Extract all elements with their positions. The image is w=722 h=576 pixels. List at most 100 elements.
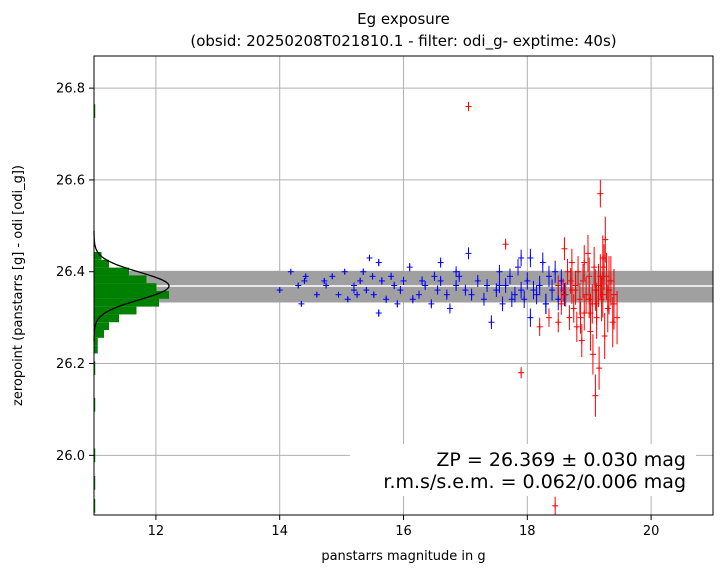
rejected-star-point — [567, 268, 574, 294]
rejected-star-point — [610, 278, 617, 330]
rejected-star-point — [606, 256, 613, 306]
x-axis-label: panstarrs magnitude in g — [321, 549, 485, 564]
histogram-layer — [94, 104, 169, 513]
used-star-point — [383, 295, 390, 303]
y-tick-label: 26.8 — [56, 82, 85, 97]
used-star-point — [496, 264, 503, 279]
used-star-point — [474, 274, 481, 287]
used-star-point — [453, 266, 460, 278]
zeropoint-label-background — [350, 444, 696, 496]
used-star-point — [468, 288, 475, 301]
rejected-star-point — [465, 101, 472, 112]
used-star-point — [443, 289, 450, 300]
rejected-star-point — [518, 367, 525, 379]
x-tick-label: 20 — [643, 524, 660, 539]
histogram-bar — [94, 283, 157, 292]
y-tick-label: 26.2 — [56, 357, 85, 372]
rejected-star-point — [593, 282, 600, 325]
used-star-point — [406, 263, 413, 272]
histogram-bar — [94, 345, 98, 354]
rejected-star-point — [555, 275, 562, 296]
rejected-star-point — [568, 248, 575, 277]
rejected-star-point — [568, 276, 575, 304]
x-tick-label: 16 — [395, 524, 412, 539]
used-star-point — [530, 280, 537, 300]
used-star-point — [391, 281, 398, 290]
used-star-point — [521, 290, 528, 308]
used-star-point — [437, 257, 444, 268]
rejected-star-point — [560, 278, 567, 302]
used-star-point — [302, 273, 309, 280]
histogram-bar — [94, 330, 104, 338]
rejected-star-point — [601, 313, 608, 359]
y-tick-label: 26.6 — [56, 173, 85, 188]
used-star-point — [363, 286, 370, 294]
used-star-point — [375, 258, 382, 267]
rejected-star-point — [576, 283, 583, 316]
y-tick-label: 26.4 — [56, 265, 85, 280]
used-star-point — [511, 286, 518, 303]
rejected-star-point — [586, 280, 593, 319]
used-star-point — [446, 303, 453, 314]
rejected-star-point — [597, 254, 604, 299]
rejected-star-point — [614, 291, 621, 345]
used-star-point — [524, 272, 531, 290]
used-star-point — [493, 283, 500, 297]
used-star-point — [323, 282, 330, 289]
tick-layer: 12 14 16 18 20 26.0 26.2 26.4 26.6 26.8 — [56, 82, 659, 539]
gaussian-fit-curve — [93, 230, 170, 342]
points-layer — [276, 101, 621, 515]
used-star-point — [542, 293, 549, 314]
histogram-bar — [94, 498, 96, 513]
rejected-star-point — [583, 276, 590, 313]
used-star-point — [335, 291, 342, 298]
rejected-star-point — [552, 496, 559, 515]
rejected-star-point — [555, 312, 562, 333]
rejected-star-point — [566, 305, 573, 331]
rejected-star-point — [561, 237, 568, 261]
y-axis-label: zeropoint (panstarrs [g] - odi [odi_g]) — [11, 165, 26, 406]
rejected-star-point — [589, 334, 596, 375]
chart-subtitle: (obsid: 20250208T021810.1 - filter: odi_… — [190, 32, 616, 51]
used-star-point — [428, 299, 435, 309]
used-star-point — [515, 258, 522, 276]
zeropoint-stats-label: r.m.s/s.e.m. = 0.062/0.006 mag — [383, 471, 686, 493]
used-star-point — [344, 296, 351, 303]
rejected-star-point — [604, 284, 611, 333]
used-star-point — [539, 252, 546, 273]
histogram-bar — [94, 267, 129, 276]
x-tick-label: 18 — [519, 524, 536, 539]
histogram-bar — [94, 291, 169, 299]
used-star-point — [488, 315, 495, 330]
zeropoint-band-layer — [94, 270, 713, 303]
histogram-bar — [94, 251, 102, 260]
used-star-point — [480, 292, 487, 306]
used-star-point — [545, 265, 552, 287]
used-star-point — [370, 291, 377, 298]
used-star-point — [552, 260, 559, 283]
y-tick-label: 26.0 — [56, 449, 85, 464]
histogram-bar — [94, 337, 98, 346]
used-star-point — [508, 291, 515, 308]
used-star-point — [276, 287, 283, 294]
used-star-point — [287, 268, 294, 275]
used-star-point — [388, 272, 395, 280]
used-star-point — [313, 291, 320, 298]
x-tick-label: 14 — [271, 524, 288, 539]
used-star-point — [502, 278, 509, 293]
used-star-point — [506, 268, 513, 285]
rejected-star-point — [502, 238, 509, 250]
used-star-point — [434, 285, 441, 295]
rejected-star-point — [584, 235, 591, 272]
histogram-bar — [94, 475, 96, 490]
rejected-star-point — [573, 311, 580, 342]
rejected-star-point — [601, 244, 608, 291]
used-star-point — [321, 277, 328, 284]
used-star-point — [422, 280, 429, 291]
used-star-point — [369, 273, 376, 280]
used-star-point — [415, 290, 422, 299]
used-star-point — [354, 291, 361, 298]
histogram-bar — [94, 104, 96, 118]
used-star-point — [329, 273, 336, 280]
